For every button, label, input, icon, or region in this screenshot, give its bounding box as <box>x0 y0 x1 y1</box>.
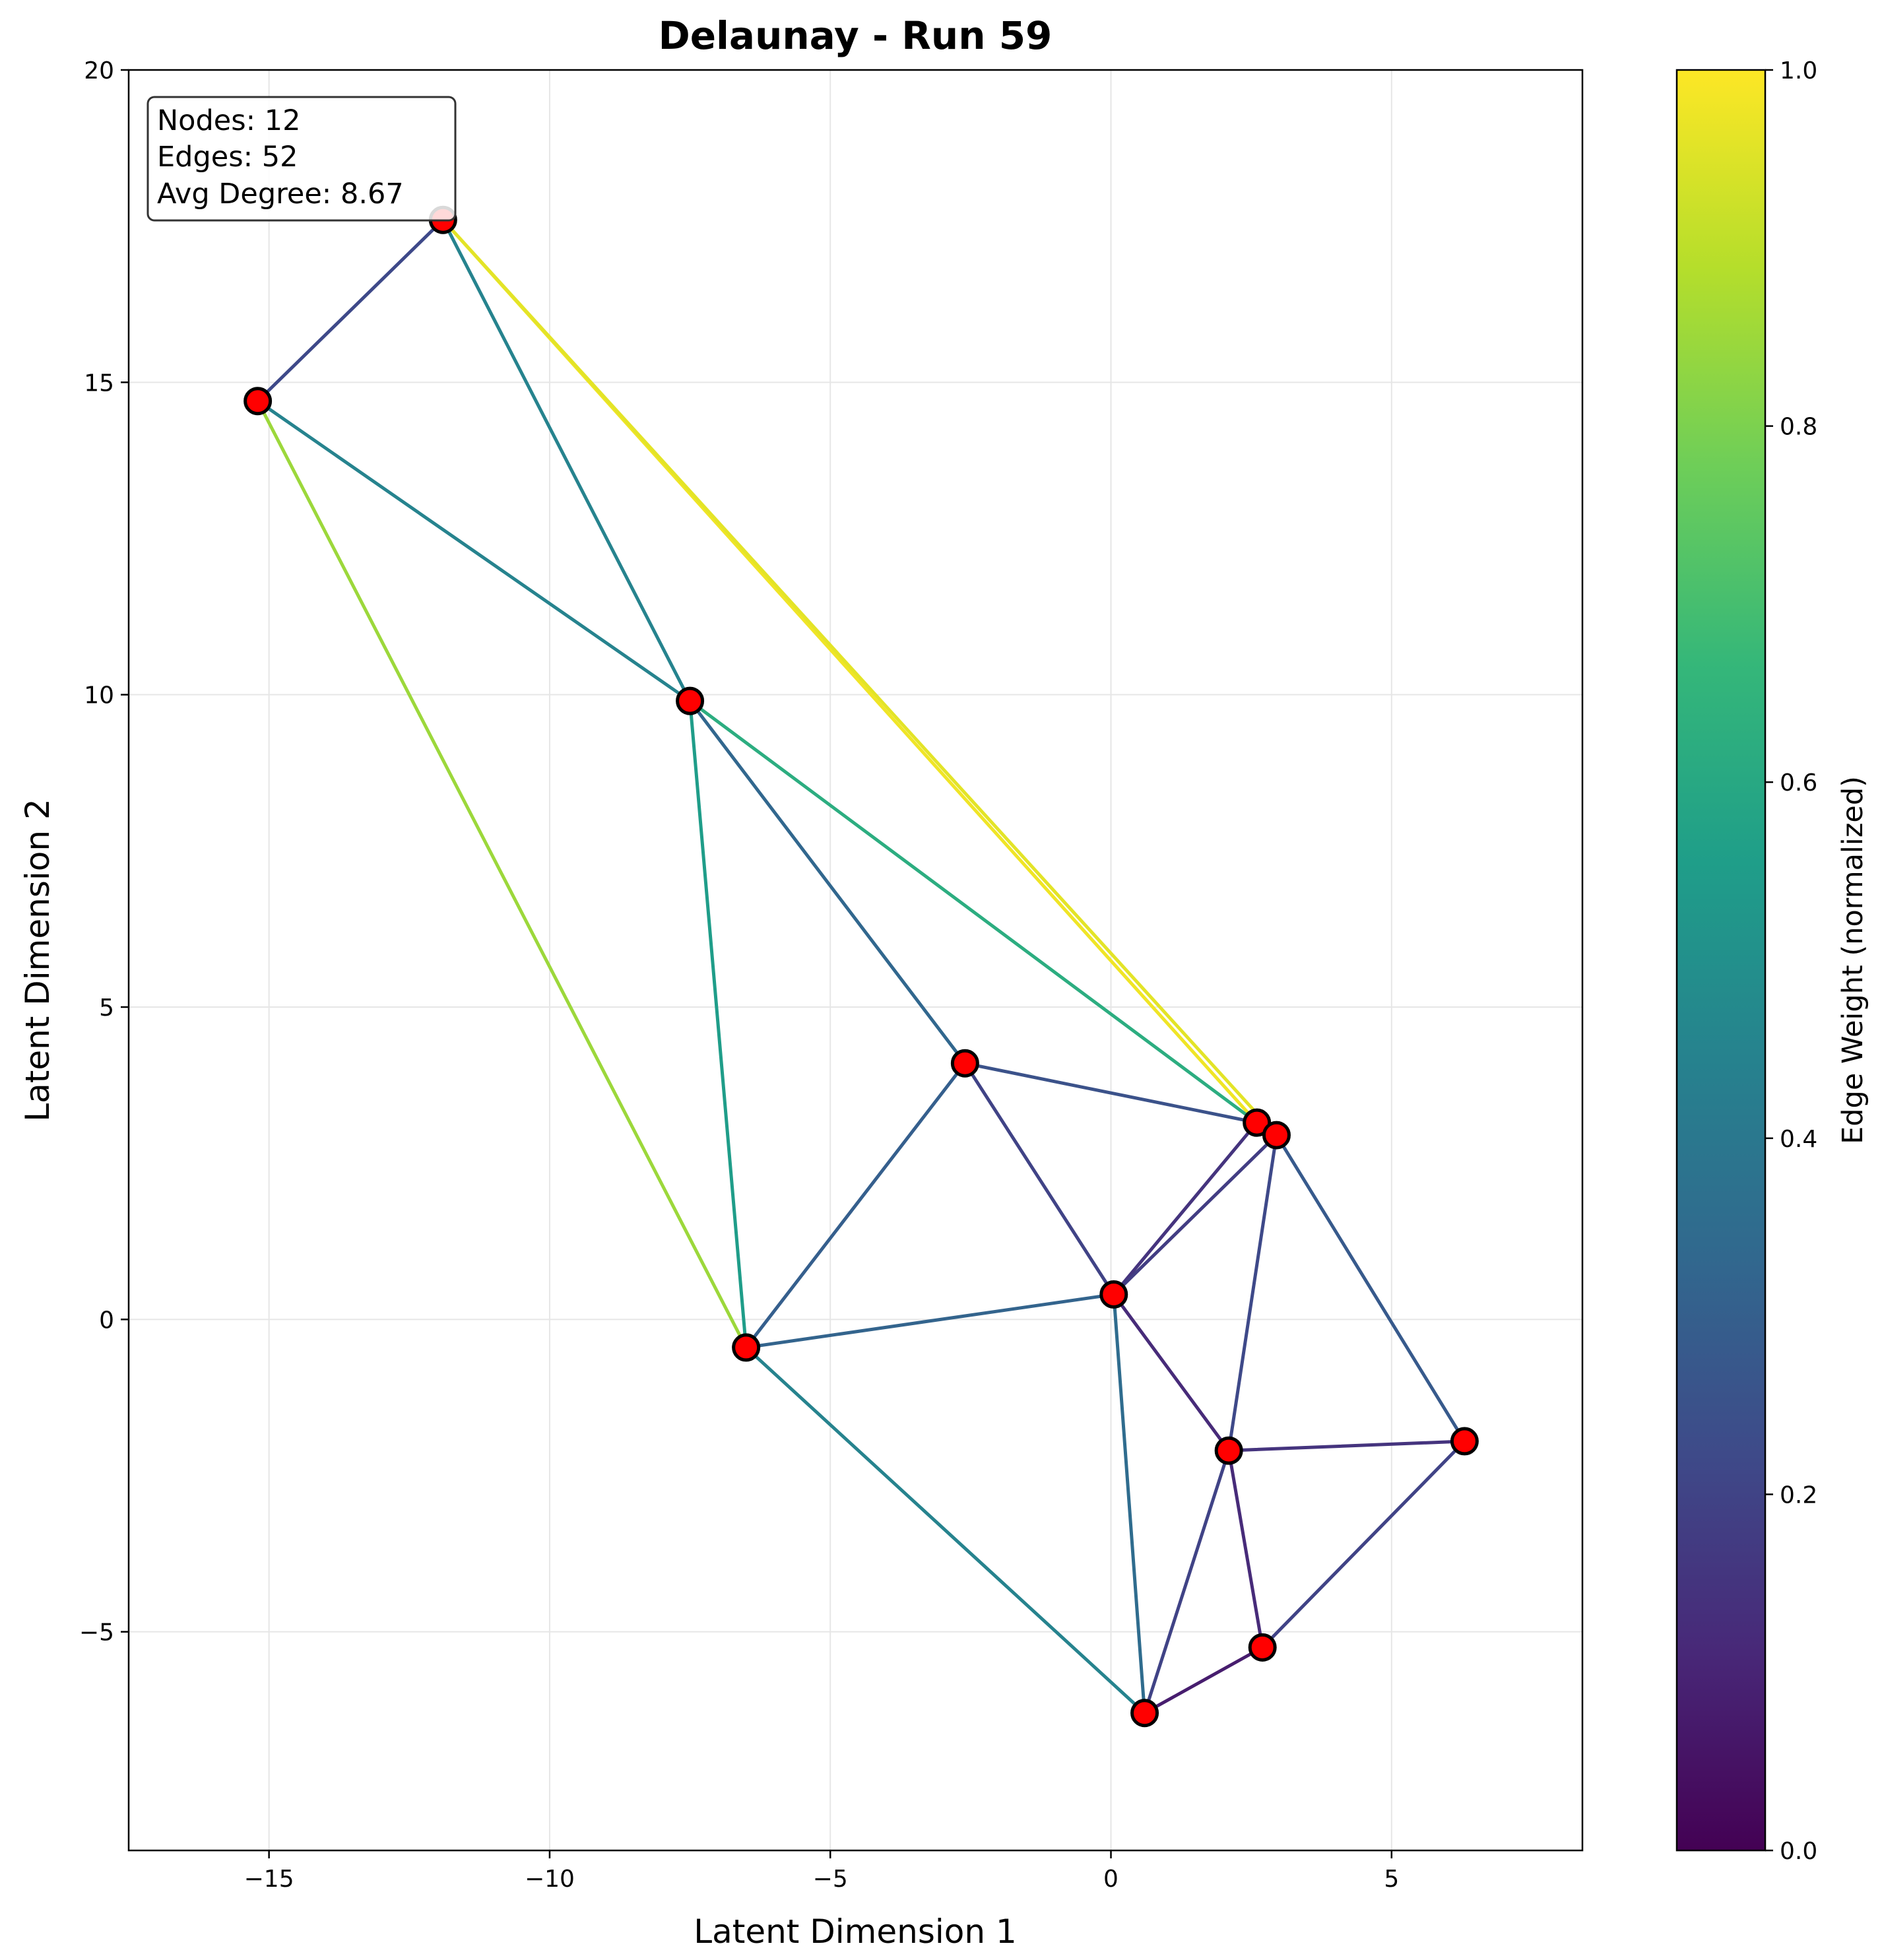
graph-edge <box>744 1292 1116 1350</box>
colorbar-ticks: 0.0 0.2 0.4 0.6 0.8 1.0 <box>1765 57 1817 1865</box>
colorbar-tick-label: 1.0 <box>1780 57 1817 84</box>
graph-edge <box>1274 1133 1466 1443</box>
graph-node <box>243 387 273 416</box>
x-tick-label: −10 <box>525 1866 575 1893</box>
graph-node <box>1450 1427 1479 1456</box>
graph-edge <box>1112 1133 1278 1296</box>
plot-frame <box>127 69 1584 1852</box>
graph-node <box>950 1049 979 1078</box>
graph-edge <box>1227 1449 1264 1649</box>
graph-edge <box>744 1061 967 1350</box>
y-tick-label: 20 <box>84 57 114 84</box>
y-tick-label: 5 <box>99 995 114 1022</box>
graph-edge <box>688 699 748 1350</box>
info-box-frame <box>146 96 457 222</box>
graph-node <box>1248 1633 1277 1662</box>
graph-edge <box>256 218 445 403</box>
graph-edge <box>688 699 967 1065</box>
graph-edge <box>256 399 692 703</box>
x-axis-ticks: −15 −10 −5 0 5 <box>244 1850 1399 1893</box>
y-axis-label: Latent Dimension 2 <box>18 799 57 1122</box>
info-avg-degree: Avg Degree: 8.67 <box>157 178 404 211</box>
info-box: Nodes: 12 Edges: 52 Avg Degree: 8.67 <box>146 96 457 222</box>
graph-edge <box>441 218 1278 1137</box>
y-tick-label: 10 <box>84 682 114 709</box>
y-tick-label: 0 <box>99 1307 114 1334</box>
colorbar-tick-label: 0.2 <box>1780 1482 1817 1509</box>
graph-node <box>732 1333 761 1362</box>
graph-edge <box>1260 1439 1466 1649</box>
x-tick-label: −15 <box>244 1866 294 1893</box>
graph-node <box>1243 1108 1272 1137</box>
x-tick-label: 0 <box>1103 1866 1119 1893</box>
graph-edge <box>441 218 692 703</box>
colorbar-label: Edge Weight (normalized) <box>1836 776 1869 1144</box>
edges <box>256 218 1466 1715</box>
graph-edge <box>256 399 748 1350</box>
graph-edge <box>688 699 1259 1125</box>
colorbar-tick-label: 0.6 <box>1780 769 1817 797</box>
graph-edge <box>963 1061 1259 1125</box>
info-nodes: Nodes: 12 <box>157 104 301 137</box>
graph-node <box>1214 1436 1243 1465</box>
x-tick-label: 5 <box>1384 1866 1399 1893</box>
colorbar-tick-label: 0.8 <box>1780 414 1817 441</box>
chart-title: Delaunay - Run 59 <box>659 13 1053 58</box>
graph-edge <box>1143 1645 1264 1715</box>
x-axis-label: Latent Dimension 1 <box>694 1912 1017 1951</box>
colorbar-tick-label: 0.0 <box>1780 1838 1817 1865</box>
graph-edge <box>1143 1449 1231 1715</box>
graph-edge <box>744 1346 1147 1715</box>
graph-node <box>1262 1121 1291 1150</box>
graph-node <box>1099 1280 1128 1309</box>
graph-node <box>1130 1699 1159 1728</box>
graph-edge <box>1227 1133 1278 1453</box>
graph-edge <box>963 1061 1116 1296</box>
colorbar-tick-label: 0.4 <box>1780 1126 1817 1153</box>
nodes <box>243 205 1479 1728</box>
graph-edge <box>1112 1292 1147 1715</box>
y-axis-ticks: −5 0 5 10 15 20 <box>79 57 129 1647</box>
graph-edge <box>1112 1292 1231 1453</box>
info-edges: Edges: 52 <box>157 141 298 174</box>
colorbar: 0.0 0.2 0.4 0.6 0.8 1.0 Edge Weight (normaliz… <box>1675 57 1869 1865</box>
y-tick-label: −5 <box>79 1619 114 1647</box>
x-tick-label: −5 <box>813 1866 848 1893</box>
graph-edge <box>1227 1439 1466 1453</box>
grid <box>129 69 1582 1850</box>
y-tick-label: 15 <box>84 370 114 397</box>
graph-edge <box>1112 1121 1259 1296</box>
graph-node <box>676 686 705 715</box>
colorbar-gradient <box>1675 69 1767 1852</box>
